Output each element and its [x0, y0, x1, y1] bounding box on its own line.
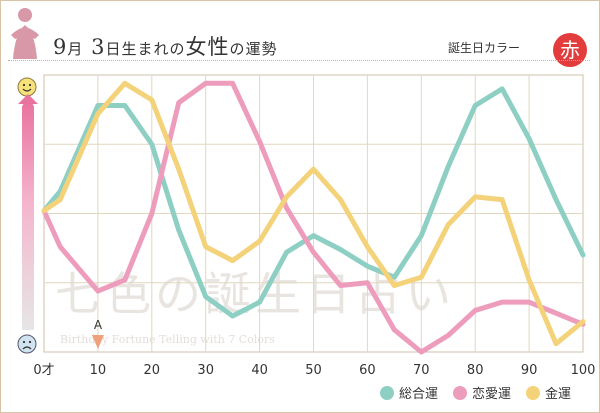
woman-silhouette-icon: [11, 8, 39, 59]
birthday-color-label: 誕生日カラー: [448, 41, 521, 55]
birthday-color-badge: 赤: [553, 33, 587, 67]
sad-icon: [17, 334, 37, 354]
legend-item-love: 恋愛運: [453, 383, 511, 402]
header-divider: [8, 60, 590, 61]
legend-label-general: 総合運: [399, 387, 439, 402]
header: 9月 3日生まれの女性の運勢 誕生日カラー 赤: [1, 1, 597, 67]
fortune-scale-bar: [18, 94, 38, 330]
x-tick-label-50: 50: [305, 363, 322, 378]
x-tick-label-60: 60: [359, 363, 376, 378]
legend-label-love: 恋愛運: [472, 387, 512, 402]
x-tick-label-80: 80: [467, 363, 484, 378]
x-tick-label-40: 40: [251, 363, 268, 378]
legend-dot-money: [526, 385, 541, 400]
x-tick-label-10: 10: [90, 363, 107, 378]
legend-item-general: 総合運: [380, 383, 438, 402]
x-tick-label-30: 30: [197, 363, 214, 378]
legend-dot-love: [453, 385, 468, 400]
x-tick-label-20: 20: [144, 363, 161, 378]
series-line-1: [41, 80, 586, 355]
x-tick-label-100: 100: [571, 363, 596, 378]
x-tick-label-70: 70: [413, 363, 430, 378]
series-line-2: [41, 80, 586, 347]
series-line-0: [41, 86, 586, 319]
legend-dot-general: [380, 385, 394, 400]
age-marker-triangle: [91, 335, 104, 349]
legend-item-money: 金運: [526, 383, 571, 402]
x-tick-label-0: 0才: [33, 363, 54, 378]
chart-legend: 総合運 恋愛運 金運: [380, 383, 571, 402]
x-tick-label-90: 90: [521, 363, 538, 378]
page-title: 9月 3日生まれの女性の運勢: [53, 35, 278, 59]
legend-label-money: 金運: [545, 387, 572, 402]
age-marker-label: A: [93, 318, 103, 332]
